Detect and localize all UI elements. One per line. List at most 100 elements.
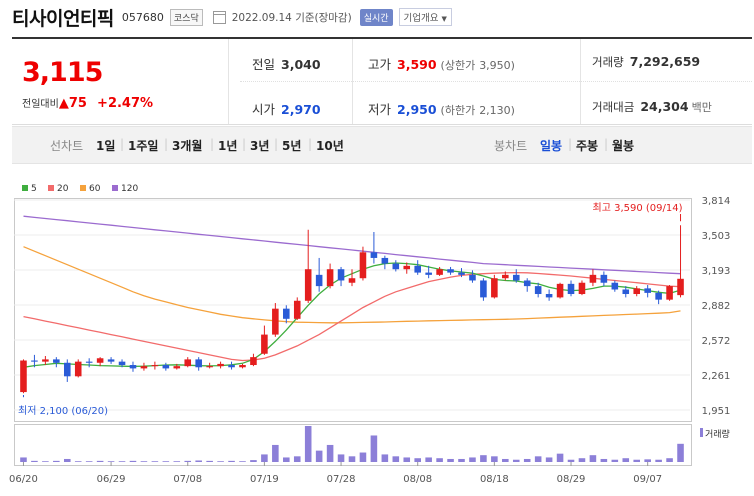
stock-name: 티사이언티픽 bbox=[12, 7, 114, 30]
candle-body bbox=[140, 366, 148, 369]
tab-1w[interactable]: 1주일 bbox=[128, 139, 159, 153]
tab-1y[interactable]: 1년 bbox=[218, 139, 238, 153]
candle-body bbox=[217, 363, 224, 367]
candle-body bbox=[96, 358, 104, 363]
candle-body bbox=[315, 274, 323, 287]
volume-bar bbox=[173, 461, 181, 462]
x-tick-label: 06/20 bbox=[9, 474, 38, 485]
chart-tabs: 선차트 1일 | 1주일 | 3개월 | 1년 | 3년 | 5년 | 10년 … bbox=[12, 126, 752, 164]
tab-monthly[interactable]: 월봉 bbox=[612, 139, 635, 153]
candle-chart-label: 봉차트 bbox=[494, 139, 528, 153]
corp-info-label: 기업개요 bbox=[403, 13, 439, 24]
volume-bar bbox=[107, 461, 115, 462]
legend-label: 120 bbox=[121, 184, 138, 194]
volume-bar bbox=[118, 461, 126, 462]
base-date: 2022.09.14 기준(장마감) bbox=[231, 11, 352, 24]
candle-body bbox=[239, 365, 246, 368]
market-badge: 코스닥 bbox=[169, 8, 203, 26]
candle-body bbox=[480, 280, 487, 298]
candle-body bbox=[184, 359, 192, 367]
candle-body bbox=[370, 252, 378, 258]
volume-bar bbox=[140, 461, 148, 462]
volume-bar bbox=[31, 460, 38, 462]
volume-bar bbox=[491, 456, 498, 462]
candle-body bbox=[611, 282, 619, 290]
volume-bar bbox=[250, 460, 257, 462]
candle-body bbox=[578, 282, 586, 295]
up-arrow-icon: ▲ bbox=[58, 96, 69, 111]
volume-bar bbox=[96, 460, 104, 462]
candle-body bbox=[348, 278, 356, 283]
volume-bar bbox=[436, 458, 443, 462]
volume-bar bbox=[151, 461, 159, 462]
candle-body bbox=[600, 274, 608, 283]
candle-body bbox=[283, 308, 290, 319]
candle-body bbox=[195, 359, 202, 368]
volume-bar bbox=[556, 453, 564, 462]
change-percent: +2.47% bbox=[97, 96, 154, 111]
candle-body bbox=[74, 361, 82, 377]
candle-body bbox=[392, 263, 400, 270]
volume-bar bbox=[20, 457, 27, 462]
volume-bar bbox=[184, 460, 192, 462]
candle-body bbox=[228, 365, 235, 368]
volume-bar bbox=[228, 460, 235, 462]
trade-amount: 거래대금 24,304 백만 bbox=[592, 99, 712, 114]
tab-5y[interactable]: 5년 bbox=[282, 139, 302, 153]
volume-bar bbox=[567, 459, 575, 462]
candle-body bbox=[425, 272, 432, 275]
volume-bar bbox=[677, 443, 684, 462]
volume-bar bbox=[293, 456, 301, 462]
candle-body bbox=[206, 366, 213, 368]
volume-bar bbox=[578, 458, 586, 462]
volume-bar bbox=[217, 461, 224, 462]
candle-body bbox=[622, 289, 630, 295]
candle-body bbox=[414, 265, 421, 273]
candle-body bbox=[666, 286, 673, 300]
candle-body bbox=[272, 308, 279, 335]
volume-bar bbox=[589, 455, 597, 462]
tab-1d[interactable]: 1일 bbox=[96, 139, 116, 153]
candle-body bbox=[20, 360, 27, 393]
candle-body bbox=[523, 280, 531, 287]
tab-daily[interactable]: 일봉 bbox=[540, 139, 563, 153]
volume-bar bbox=[545, 457, 553, 462]
x-tick-label: 07/28 bbox=[327, 474, 356, 485]
prev-close: 전일 3,040 bbox=[252, 57, 321, 72]
legend-swatch bbox=[112, 185, 118, 191]
volume-bar bbox=[534, 456, 542, 462]
x-tick-label: 08/18 bbox=[480, 474, 509, 485]
volume-bar bbox=[42, 461, 49, 462]
volume-bar bbox=[359, 452, 367, 462]
candle-body bbox=[118, 361, 126, 366]
volume-bar bbox=[304, 426, 312, 462]
tab-weekly[interactable]: 주봉 bbox=[576, 139, 599, 153]
candle-body bbox=[31, 360, 38, 362]
volume-bar bbox=[600, 458, 608, 462]
candle-body bbox=[512, 274, 520, 281]
volume-bar bbox=[162, 461, 170, 462]
legend-swatch bbox=[80, 185, 86, 191]
tab-3m[interactable]: 3개월 bbox=[172, 139, 203, 153]
realtime-button[interactable]: 실시간 bbox=[359, 8, 393, 26]
corp-info-dropdown[interactable]: 기업개요 ▼ bbox=[398, 8, 452, 26]
volume-bar bbox=[611, 459, 619, 462]
candle-body bbox=[381, 257, 389, 264]
quote-panel: 3,115 전일대비▲75 +2.47% 전일 3,040 고가 3,590 (상한… bbox=[12, 37, 752, 125]
calendar-icon bbox=[212, 10, 226, 24]
ma-line-ma60 bbox=[23, 246, 681, 324]
volume-bar bbox=[370, 435, 378, 462]
x-tick-label: 07/08 bbox=[173, 474, 202, 485]
candle-body bbox=[293, 300, 301, 319]
legend-swatch bbox=[22, 185, 28, 191]
candle-body bbox=[567, 283, 575, 295]
volume-bar bbox=[644, 459, 651, 462]
price-chart-frame bbox=[14, 198, 692, 422]
ma-line-ma120 bbox=[23, 215, 681, 275]
x-tick-label: 08/29 bbox=[557, 474, 586, 485]
tab-3y[interactable]: 3년 bbox=[250, 139, 270, 153]
candle-body bbox=[151, 365, 159, 367]
volume-bar bbox=[348, 456, 356, 462]
candle-body bbox=[359, 252, 367, 279]
tab-10y[interactable]: 10년 bbox=[316, 139, 344, 153]
